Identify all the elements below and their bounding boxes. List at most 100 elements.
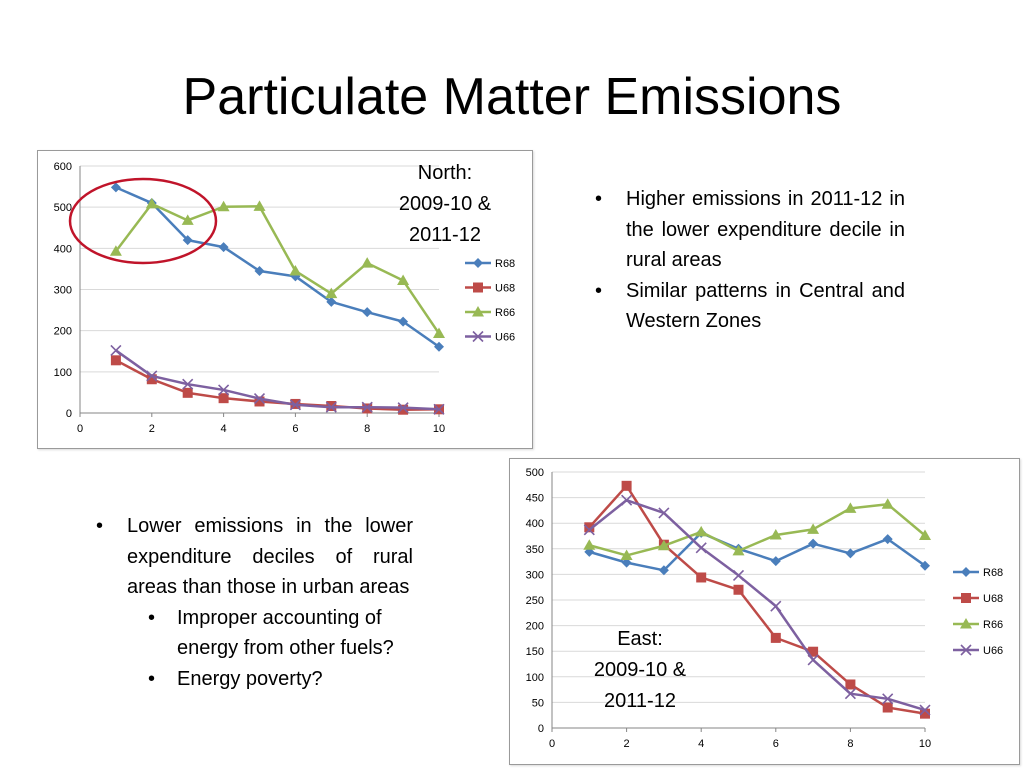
north-legend-label: R68 [495, 258, 515, 270]
north-data-point [362, 307, 373, 318]
bullet-text: Lower emissions in the lower expenditure… [127, 515, 413, 598]
north-data-point [434, 341, 444, 352]
east-x-tick-label: 4 [698, 738, 704, 750]
north-data-point [325, 287, 338, 299]
north-data-point [290, 271, 301, 282]
bullet-item: Similar patterns in Central and Western … [592, 276, 905, 337]
bullet-item: Lower emissions in the lower expenditure… [93, 511, 413, 694]
east-data-point [583, 524, 595, 536]
north-data-point [110, 344, 122, 356]
east-data-point [882, 534, 893, 545]
east-y-tick-label: 100 [526, 672, 544, 684]
north-data-point [289, 264, 302, 276]
north-legend-label: R66 [495, 307, 515, 319]
east-series-line [588, 531, 926, 572]
north-y-tick-label: 300 [54, 285, 72, 297]
north-series-r66 [109, 197, 445, 339]
east-data-point [769, 528, 782, 540]
east-series-u66 [583, 494, 931, 716]
east-data-point [919, 529, 931, 540]
north-data-point [398, 404, 409, 415]
north-series-line [115, 186, 440, 348]
east-series-line [588, 503, 926, 557]
north-y-tick-label: 600 [54, 161, 72, 173]
page-title: Particulate Matter Emissions [182, 68, 842, 126]
north-data-point [397, 402, 409, 414]
north-x-tick-label: 6 [292, 423, 298, 435]
east-data-point [621, 557, 632, 568]
north-x-tick-label: 2 [149, 423, 155, 435]
north-data-point [182, 378, 194, 390]
north-x-tick-label: 8 [364, 423, 370, 435]
north-data-point [181, 214, 194, 225]
north-data-point [110, 182, 121, 193]
east-data-point [881, 498, 894, 509]
east-data-point [920, 560, 930, 571]
east-y-tick-label: 350 [526, 544, 544, 556]
east-data-point [621, 480, 632, 491]
east-data-point [732, 544, 745, 556]
east-label-line: 2011-12 [604, 690, 676, 712]
east-legend-marker [960, 644, 972, 656]
east-data-point [658, 565, 669, 576]
east-data-point [808, 646, 819, 657]
north-chart-label: North: 2009-10 & 2011-12 [385, 158, 505, 251]
east-series-r66 [583, 498, 931, 560]
bullets-top: Higher emissions in 2011-12 in the lower… [592, 184, 905, 337]
east-y-tick-label: 300 [526, 569, 544, 581]
east-data-point [845, 679, 856, 690]
north-data-point [254, 396, 265, 407]
east-legend-label: R66 [983, 619, 1003, 631]
east-series-line [588, 498, 926, 712]
north-data-point [253, 393, 266, 405]
north-data-point [325, 401, 337, 413]
east-data-point [919, 704, 931, 716]
north-chart: 0 100 200 300 400 500 600 0 2 4 6 8 10 R68 U68 R66 U66 [37, 150, 533, 449]
north-y-tick-label: 100 [54, 367, 72, 379]
east-data-point [770, 556, 781, 567]
north-legend-label: U68 [495, 283, 515, 295]
north-x-tick-label: 10 [433, 423, 445, 435]
north-data-point [182, 387, 193, 398]
bullets-left: Lower emissions in the lower expenditure… [93, 511, 413, 694]
north-data-point [217, 200, 230, 212]
east-legend-label: U68 [983, 593, 1003, 605]
east-data-point [807, 654, 819, 666]
north-legend-marker [473, 258, 483, 268]
north-series-line [115, 349, 440, 411]
east-chart-label: East: 2009-10 & 2011-12 [580, 624, 700, 717]
north-x-tick-label: 4 [221, 423, 227, 435]
north-legend-marker [472, 306, 484, 317]
north-data-point [146, 374, 157, 385]
north-data-point [398, 316, 409, 327]
east-y-tick-label: 200 [526, 621, 544, 633]
east-legend-label: R68 [983, 567, 1003, 579]
north-label-line: 2009-10 & [398, 193, 492, 215]
north-label-line: 2011-12 [409, 224, 481, 246]
east-y-tick-label: 50 [532, 697, 544, 709]
east-chart-svg: 0 50 100 150 200 250 300 350 400 450 500 0 2 4 6 8 10 R68… [526, 467, 1004, 750]
north-series-u66 [110, 344, 445, 415]
north-data-point [109, 245, 122, 256]
north-series-line [114, 202, 441, 335]
north-series-r68 [110, 182, 444, 352]
north-data-point [326, 296, 337, 307]
east-y-tick-label: 0 [538, 723, 544, 735]
east-legend-marker [961, 567, 971, 577]
east-x-tick-label: 0 [549, 738, 555, 750]
east-data-point [657, 539, 670, 551]
east-legend-marker [961, 593, 971, 603]
north-data-point [110, 355, 121, 366]
east-data-point [658, 507, 670, 519]
north-data-point [254, 265, 265, 276]
sub-bullet-item: Energy poverty? [145, 664, 413, 695]
east-chart: 0 50 100 150 200 250 300 350 400 450 500 0 2 4 6 8 10 R68… [509, 458, 1020, 765]
east-data-point [882, 693, 894, 705]
east-data-point [695, 525, 708, 537]
north-data-point [289, 399, 301, 411]
east-x-tick-label: 2 [624, 738, 630, 750]
east-legend-label: U66 [983, 645, 1003, 657]
east-data-point [770, 632, 781, 643]
sub-bullet-item: Improper accounting of energy from other… [145, 603, 413, 664]
north-data-point [397, 274, 410, 285]
